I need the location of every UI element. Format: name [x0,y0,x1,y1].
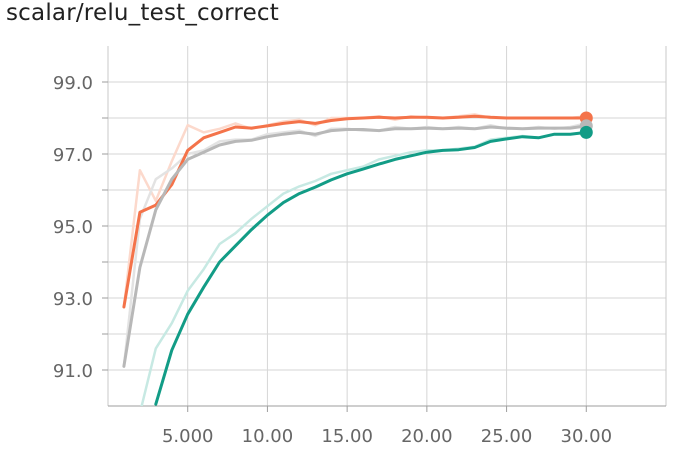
series-1-line [122,124,588,368]
x-tick-label: 30.00 [561,426,613,447]
series-2-line [154,130,588,406]
x-tick-label: 5.000 [162,426,214,447]
tick-labels: 91.0 93.0 95.0 97.0 99.0 5.000 10.00 15.00 20.00… [53,73,612,447]
raw-series-layer [122,113,587,406]
series-0-line [122,114,588,309]
x-tick-label: 15.00 [321,426,373,447]
y-tick-label: 91.0 [53,361,93,382]
x-tick-label: 25.00 [481,426,533,447]
x-tick-label: 10.00 [242,426,294,447]
chart-title: scalar/relu_test_correct [6,0,279,26]
smoothed-series-layer [122,114,588,406]
series-2-end-marker[interactable] [579,125,593,139]
end-markers [579,111,593,139]
y-tick-label: 97.0 [53,145,93,166]
y-tick-label: 95.0 [53,217,93,238]
grid-lines [108,46,666,406]
y-tick-label: 93.0 [53,289,93,310]
x-tick-label: 20.00 [401,426,453,447]
y-tick-label: 99.0 [53,73,93,94]
axes [102,46,667,412]
series-1-raw-line [122,122,587,367]
series-0-raw-line [122,113,587,308]
series-2-raw-line [140,131,587,406]
